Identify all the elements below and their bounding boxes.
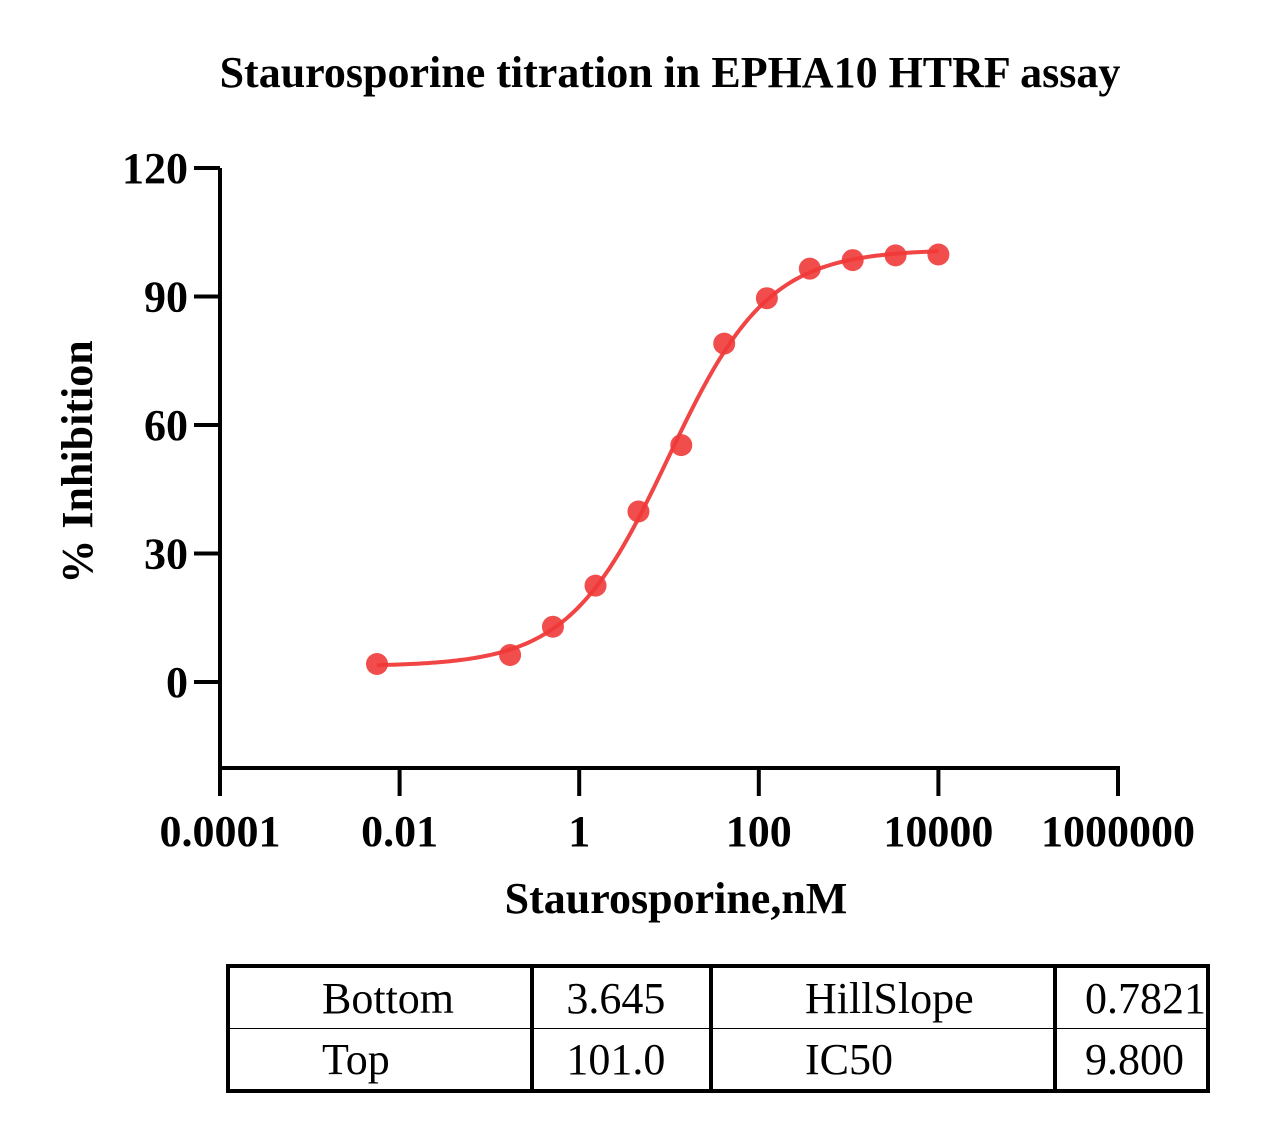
data-point	[365, 653, 388, 676]
x-tick-label: 0.01	[361, 807, 438, 856]
data-point	[841, 249, 864, 272]
data-point	[713, 332, 736, 355]
param-label-ic50: IC50	[711, 1028, 1057, 1091]
data-point	[755, 287, 778, 310]
param-value-bottom: 3.645	[532, 966, 713, 1029]
x-tick-label: 1	[568, 807, 590, 856]
data-point	[584, 574, 607, 597]
chart-title: Staurosporine titration in EPHA10 HTRF a…	[220, 48, 1121, 97]
data-point	[884, 244, 907, 267]
table-row: Top 101.0 IC50 9.800	[228, 1028, 1208, 1091]
fit-curve-layer	[376, 249, 939, 668]
param-label-hillslope: HillSlope	[711, 966, 1057, 1029]
data-point	[927, 243, 950, 266]
data-point	[798, 257, 821, 280]
x-tick-label: 10000	[883, 807, 993, 856]
x-tick-label: 1000000	[1041, 807, 1195, 856]
x-tick-label: 0.0001	[160, 807, 281, 856]
param-value-top: 101.0	[532, 1028, 713, 1091]
table-row: Bottom 3.645 HillSlope 0.7821	[228, 966, 1208, 1029]
y-tick-label: 120	[122, 144, 188, 193]
data-point	[499, 644, 522, 667]
y-tick-label: 30	[144, 530, 188, 579]
y-tick-label: 60	[144, 401, 188, 450]
fit-curve	[376, 249, 939, 668]
parameters-table: Bottom 3.645 HillSlope 0.7821 Top 101.0 …	[226, 964, 1210, 1093]
data-point	[670, 434, 693, 457]
data-point	[541, 615, 564, 638]
param-label-top: Top	[228, 1028, 535, 1091]
data-point	[627, 500, 650, 523]
x-tick-label: 100	[726, 807, 792, 856]
y-axis-title: % Inhibition	[53, 340, 102, 583]
param-label-bottom: Bottom	[228, 966, 535, 1029]
y-tick-label: 90	[144, 273, 188, 322]
y-tick-label: 0	[166, 658, 188, 707]
axes: 0 30 60 90 120 0.0001 0.01 1 100 10000 1000000	[122, 144, 1195, 856]
x-axis-title: Staurosporine,nM	[505, 874, 848, 923]
data-points	[365, 243, 950, 676]
param-value-hillslope: 0.7821	[1055, 966, 1208, 1029]
chart: Staurosporine titration in EPHA10 HTRF a…	[53, 48, 1195, 923]
param-value-ic50: 9.800	[1085, 1034, 1184, 1084]
